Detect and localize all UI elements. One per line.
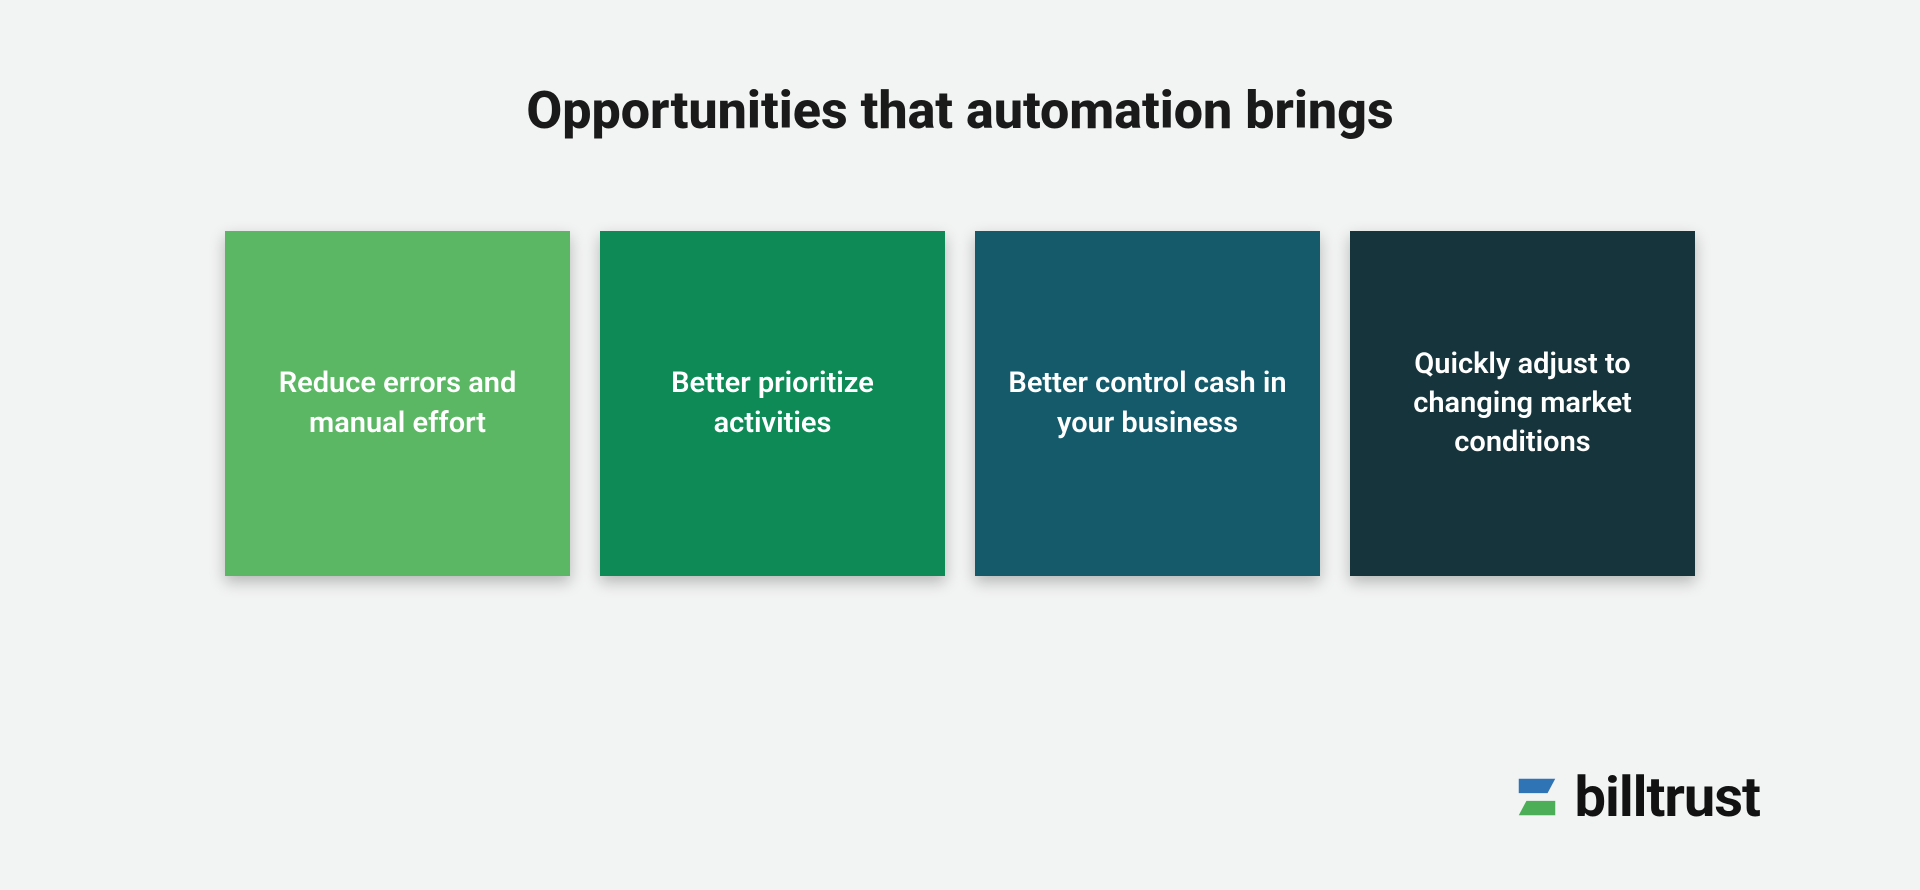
card-label: Better control cash in your business — [1003, 364, 1292, 442]
brand-logo-text: billtrust — [1575, 764, 1761, 830]
card-control-cash: Better control cash in your business — [975, 231, 1320, 576]
page-title: Opportunities that automation brings — [526, 80, 1393, 141]
card-label: Better prioritize activities — [628, 364, 917, 442]
card-reduce-errors: Reduce errors and manual effort — [225, 231, 570, 576]
card-adjust-market: Quickly adjust to changing market condit… — [1350, 231, 1695, 576]
card-label: Quickly adjust to changing market condit… — [1378, 345, 1667, 462]
logo-top-shape — [1518, 779, 1554, 793]
card-prioritize-activities: Better prioritize activities — [600, 231, 945, 576]
brand-logo: billtrust — [1513, 764, 1761, 830]
billtrust-icon — [1513, 773, 1561, 821]
cards-row: Reduce errors and manual effort Better p… — [225, 231, 1695, 576]
card-label: Reduce errors and manual effort — [253, 364, 542, 442]
logo-bottom-shape — [1518, 801, 1554, 815]
